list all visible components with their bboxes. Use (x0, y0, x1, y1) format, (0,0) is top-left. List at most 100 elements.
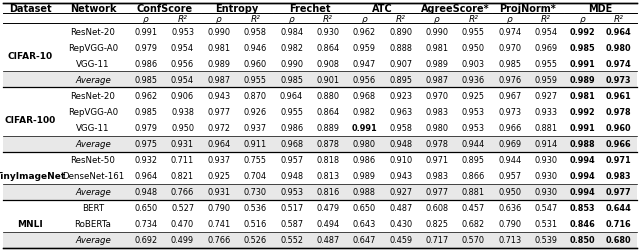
Text: 0.991: 0.991 (351, 124, 377, 132)
Text: 0.527: 0.527 (171, 204, 194, 212)
Text: 0.717: 0.717 (426, 236, 449, 244)
Text: 0.967: 0.967 (498, 92, 522, 100)
Text: 0.878: 0.878 (316, 140, 339, 148)
Text: 0.981: 0.981 (207, 44, 230, 52)
Text: 0.954: 0.954 (171, 76, 194, 84)
Text: 0.499: 0.499 (171, 236, 194, 244)
Text: 0.539: 0.539 (534, 236, 557, 244)
Text: 0.980: 0.980 (426, 124, 449, 132)
Text: ρ: ρ (289, 14, 294, 24)
Text: 0.994: 0.994 (570, 188, 595, 196)
Text: 0.962: 0.962 (134, 92, 157, 100)
Text: 0.980: 0.980 (606, 44, 632, 52)
Text: 0.977: 0.977 (606, 188, 632, 196)
Text: 0.927: 0.927 (534, 92, 557, 100)
Text: 0.991: 0.991 (134, 28, 157, 36)
Text: BERT: BERT (82, 204, 104, 212)
Text: 0.925: 0.925 (207, 172, 230, 180)
Text: 0.587: 0.587 (280, 220, 303, 228)
Text: 0.930: 0.930 (316, 28, 339, 36)
Text: 0.992: 0.992 (570, 108, 595, 116)
Text: 0.968: 0.968 (353, 92, 376, 100)
Text: Average: Average (75, 236, 111, 244)
Text: DenseNet-161: DenseNet-161 (62, 172, 124, 180)
Text: 0.821: 0.821 (171, 172, 194, 180)
Text: 0.479: 0.479 (316, 204, 340, 212)
Text: 0.713: 0.713 (498, 236, 522, 244)
Text: 0.963: 0.963 (389, 108, 412, 116)
Text: 0.734: 0.734 (134, 220, 157, 228)
Text: 0.985: 0.985 (280, 76, 303, 84)
Text: 0.570: 0.570 (462, 236, 485, 244)
Text: 0.903: 0.903 (462, 60, 485, 68)
Bar (3, 72, 637, 88)
Text: 0.990: 0.990 (280, 60, 303, 68)
Text: 0.957: 0.957 (280, 156, 303, 164)
Text: 0.644: 0.644 (606, 204, 632, 212)
Text: 0.531: 0.531 (534, 220, 557, 228)
Text: 0.937: 0.937 (207, 156, 230, 164)
Text: AgreeScore*: AgreeScore* (421, 4, 490, 14)
Text: ResNet-20: ResNet-20 (70, 92, 115, 100)
Text: 0.950: 0.950 (499, 188, 521, 196)
Text: 0.994: 0.994 (570, 172, 595, 180)
Text: 0.970: 0.970 (499, 44, 521, 52)
Text: 0.933: 0.933 (534, 108, 557, 116)
Text: 0.974: 0.974 (606, 60, 632, 68)
Text: 0.958: 0.958 (389, 124, 412, 132)
Text: 0.994: 0.994 (570, 156, 595, 164)
Text: Average: Average (75, 76, 111, 84)
Text: 0.459: 0.459 (389, 236, 412, 244)
Text: 0.982: 0.982 (280, 44, 303, 52)
Text: 0.970: 0.970 (426, 92, 449, 100)
Text: Network: Network (70, 4, 116, 14)
Text: 0.981: 0.981 (570, 92, 595, 100)
Text: 0.866: 0.866 (462, 172, 485, 180)
Text: ConfScore: ConfScore (136, 4, 193, 14)
Text: Dataset: Dataset (9, 4, 52, 14)
Text: 0.907: 0.907 (389, 60, 412, 68)
Text: 0.977: 0.977 (426, 188, 449, 196)
Text: 0.953: 0.953 (280, 188, 303, 196)
Text: 0.983: 0.983 (606, 172, 632, 180)
Text: 0.990: 0.990 (426, 28, 449, 36)
Text: Average: Average (75, 188, 111, 196)
Text: 0.880: 0.880 (316, 92, 339, 100)
Text: 0.957: 0.957 (499, 172, 521, 180)
Text: 0.966: 0.966 (498, 124, 522, 132)
Text: R²: R² (177, 14, 188, 24)
Text: 0.964: 0.964 (280, 92, 303, 100)
Text: 0.536: 0.536 (244, 204, 267, 212)
Text: RepVGG-A0: RepVGG-A0 (68, 108, 118, 116)
Text: 0.943: 0.943 (207, 92, 230, 100)
Text: 0.989: 0.989 (426, 60, 449, 68)
Text: ProjNorm*: ProjNorm* (500, 4, 556, 14)
Text: 0.813: 0.813 (316, 172, 340, 180)
Text: R²: R² (541, 14, 551, 24)
Text: 0.547: 0.547 (534, 204, 557, 212)
Text: 0.959: 0.959 (353, 44, 376, 52)
Text: 0.985: 0.985 (499, 60, 521, 68)
Text: RoBERTa: RoBERTa (75, 220, 111, 228)
Text: 0.958: 0.958 (244, 28, 267, 36)
Text: 0.955: 0.955 (280, 108, 303, 116)
Text: 0.608: 0.608 (426, 204, 449, 212)
Text: 0.984: 0.984 (280, 28, 303, 36)
Text: 0.969: 0.969 (498, 140, 522, 148)
Bar (3, 232, 637, 248)
Text: 0.955: 0.955 (462, 28, 485, 36)
Text: 0.766: 0.766 (171, 188, 194, 196)
Text: ρ: ρ (434, 14, 440, 24)
Text: MDE: MDE (589, 4, 612, 14)
Text: 0.517: 0.517 (280, 204, 303, 212)
Text: 0.487: 0.487 (389, 204, 412, 212)
Text: MNLI: MNLI (18, 220, 44, 228)
Text: 0.704: 0.704 (244, 172, 267, 180)
Text: 0.711: 0.711 (171, 156, 194, 164)
Text: 0.950: 0.950 (462, 44, 485, 52)
Text: 0.923: 0.923 (389, 92, 412, 100)
Text: 0.961: 0.961 (606, 92, 632, 100)
Text: 0.895: 0.895 (462, 156, 485, 164)
Text: ρ: ρ (580, 14, 586, 24)
Text: 0.647: 0.647 (353, 236, 376, 244)
